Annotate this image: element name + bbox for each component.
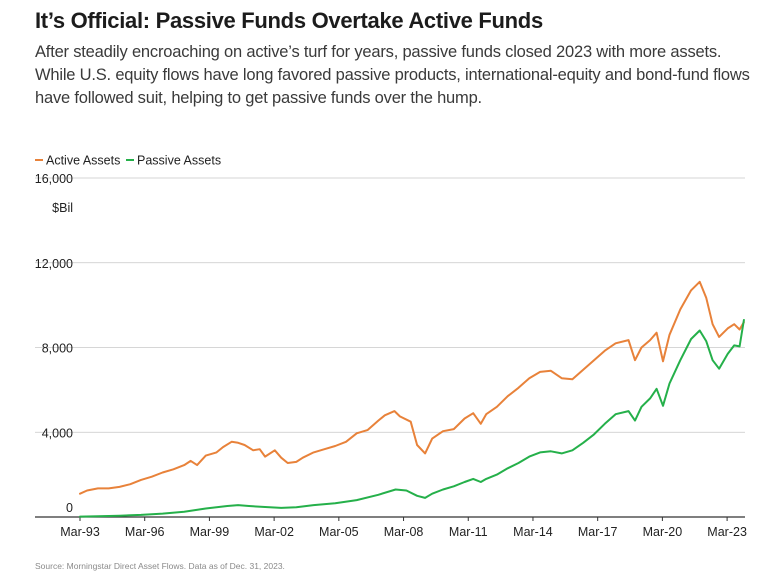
- chart-subtitle: After steadily encroaching on active’s t…: [35, 43, 750, 107]
- y-tick-label: 4,000: [42, 426, 73, 440]
- x-tick-label: Mar-99: [190, 525, 230, 539]
- series-line-active-assets: [79, 280, 745, 495]
- y-tick-label: 12,000: [35, 257, 73, 271]
- legend-label-passive: Passive Assets: [137, 154, 221, 168]
- legend: Active Assets Passive Assets: [35, 154, 221, 168]
- line-chart: Active Assets Passive Assets 0 4,000 8,000…: [35, 154, 747, 540]
- x-tick-label: Mar-14: [513, 525, 553, 539]
- x-tick-label: Mar-02: [254, 525, 294, 539]
- y-axis-unit: $Bil: [52, 201, 73, 215]
- x-tick-label: Mar-20: [643, 525, 683, 539]
- x-tick-label: Mar-93: [60, 525, 100, 539]
- x-tick-label: Mar-23: [707, 525, 747, 539]
- x-tick-label: Mar-08: [384, 525, 424, 539]
- series-lines: [79, 280, 745, 518]
- x-tick-label: Mar-05: [319, 525, 359, 539]
- x-tick-label: Mar-17: [578, 525, 618, 539]
- x-tick-label: Mar-96: [125, 525, 165, 539]
- series-line-passive-assets: [79, 319, 745, 518]
- y-tick-label: 8,000: [42, 342, 73, 356]
- chart-title: It’s Official: Passive Funds Overtake Ac…: [35, 8, 543, 33]
- y-tick-label: 16,000: [35, 172, 73, 186]
- source-note: Source: Morningstar Direct Asset Flows. …: [35, 561, 285, 571]
- x-axis: Mar-93 Mar-96 Mar-99 Mar-02 Mar-05 Mar-08 Mar-…: [60, 517, 747, 539]
- legend-label-active: Active Assets: [46, 154, 120, 168]
- x-tick-label: Mar-11: [449, 525, 488, 539]
- grid-lines: [35, 177, 745, 518]
- y-axis: 0 4,000 8,000 12,000 16,000: [35, 172, 73, 515]
- y-tick-label: 0: [66, 501, 73, 515]
